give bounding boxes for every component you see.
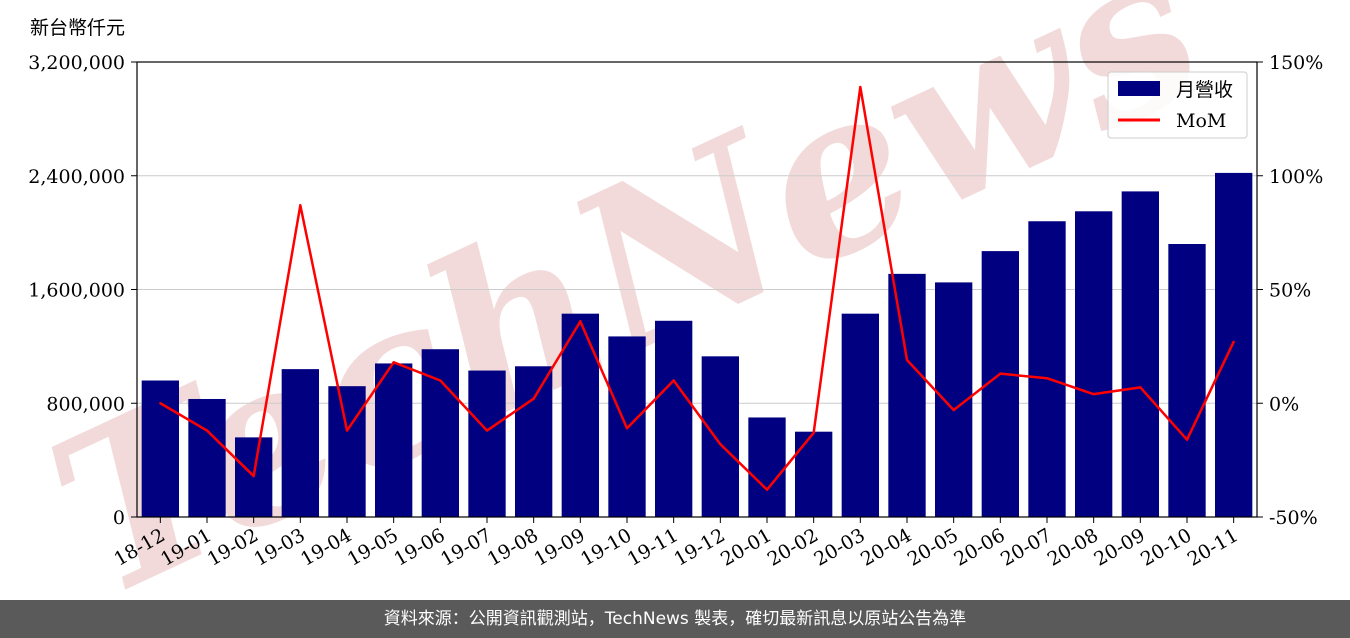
revenue-bar — [421, 349, 459, 517]
x-tick-label: 20-05 — [904, 524, 962, 570]
revenue-bar — [141, 380, 179, 517]
mom-point — [159, 402, 162, 405]
x-tick-label: 20-06 — [950, 524, 1008, 570]
mom-point — [999, 372, 1002, 375]
source-footer: 資料來源：公開資訊觀測站，TechNews 製表，確切最新訊息以原站公告為準 — [0, 600, 1350, 638]
mom-point — [1185, 438, 1189, 441]
mom-point — [1092, 392, 1095, 396]
revenue-bar — [375, 363, 413, 517]
mom-point — [765, 488, 769, 491]
x-tick-label: 20-07 — [997, 524, 1055, 570]
legend-line-label: MoM — [1176, 110, 1226, 132]
x-tick-label: 20-10 — [1137, 524, 1195, 570]
y-axis-unit-label: 新台幣仟元 — [30, 17, 125, 39]
mom-point — [905, 358, 909, 362]
chart-container: TechNews 0 800,000 1,600,000 2,400,000 3,200… — [16, 0, 1324, 638]
x-tick-label: 20-02 — [764, 524, 822, 570]
mom-point — [392, 361, 395, 364]
revenue-bar — [1075, 211, 1113, 517]
revenue-bar — [515, 366, 553, 517]
mom-point — [485, 429, 489, 432]
revenue-bar — [1168, 244, 1206, 517]
y2-tick-label: 0% — [1269, 393, 1299, 415]
revenue-bar — [1028, 221, 1066, 517]
revenue-bar — [748, 417, 786, 517]
mom-point — [439, 379, 442, 382]
mom-point — [345, 429, 349, 432]
mom-point — [859, 85, 862, 89]
revenue-bar — [795, 431, 833, 517]
x-tick-label: 19-06 — [390, 524, 448, 570]
revenue-bar — [655, 320, 693, 517]
legend-bar-swatch — [1118, 81, 1160, 96]
x-tick-label: 19-09 — [530, 524, 588, 570]
legend-bar-label: 月營收 — [1176, 79, 1233, 101]
y2-tick-label: -50% — [1269, 507, 1318, 529]
x-tick-label: 20-03 — [810, 524, 868, 570]
mom-point — [719, 443, 722, 446]
revenue-bar — [1215, 172, 1253, 517]
mom-point — [1232, 340, 1235, 344]
x-tick-label: 20-08 — [1044, 524, 1102, 570]
y-tick-label: 3,200,000 — [28, 52, 125, 74]
y-tick-label: 1,600,000 — [28, 280, 125, 302]
mom-point — [1045, 377, 1049, 380]
y-tick-label: 800,000 — [46, 393, 125, 415]
revenue-bar — [468, 370, 506, 517]
x-tick-label: 20-04 — [857, 524, 915, 570]
revenue-bar — [1121, 191, 1159, 517]
mom-point — [299, 204, 302, 207]
x-tick-label: 20-11 — [1184, 524, 1242, 570]
x-tick-label: 20-09 — [1090, 524, 1148, 570]
x-tick-label: 20-01 — [717, 524, 775, 570]
y-tick-label: 0 — [113, 507, 125, 529]
revenue-bar — [701, 356, 739, 517]
y2-tick-label: 150% — [1269, 52, 1323, 74]
y2-tick-label: 50% — [1269, 280, 1311, 302]
x-tick-label: 19-08 — [484, 524, 542, 570]
x-tick-label: 19-10 — [577, 524, 635, 570]
revenue-bar — [281, 369, 319, 517]
revenue-bar — [328, 386, 366, 517]
y-tick-label: 2,400,000 — [28, 166, 125, 188]
mom-point — [532, 397, 535, 400]
mom-point — [812, 431, 815, 435]
x-tick-label: 19-12 — [670, 524, 728, 570]
revenue-bar — [841, 313, 879, 517]
revenue-bar — [188, 398, 226, 517]
y2-tick-label: 100% — [1269, 166, 1323, 188]
mom-point — [205, 429, 209, 432]
mom-point — [579, 320, 582, 323]
revenue-bar — [888, 273, 926, 517]
revenue-chart: TechNews 0800,0001,600,0002,400,0003,200… — [16, 0, 1324, 638]
mom-point — [1139, 386, 1142, 389]
mom-point — [252, 474, 255, 478]
footer-text: 資料來源：公開資訊觀測站，TechNews 製表，確切最新訊息以原站公告為準 — [383, 609, 967, 629]
mom-line — [159, 85, 1235, 491]
mom-point — [952, 408, 955, 412]
x-tick-label: 19-07 — [437, 524, 495, 570]
mom-point — [672, 379, 675, 382]
mom-point — [625, 427, 629, 430]
x-tick-label: 19-11 — [624, 524, 682, 570]
